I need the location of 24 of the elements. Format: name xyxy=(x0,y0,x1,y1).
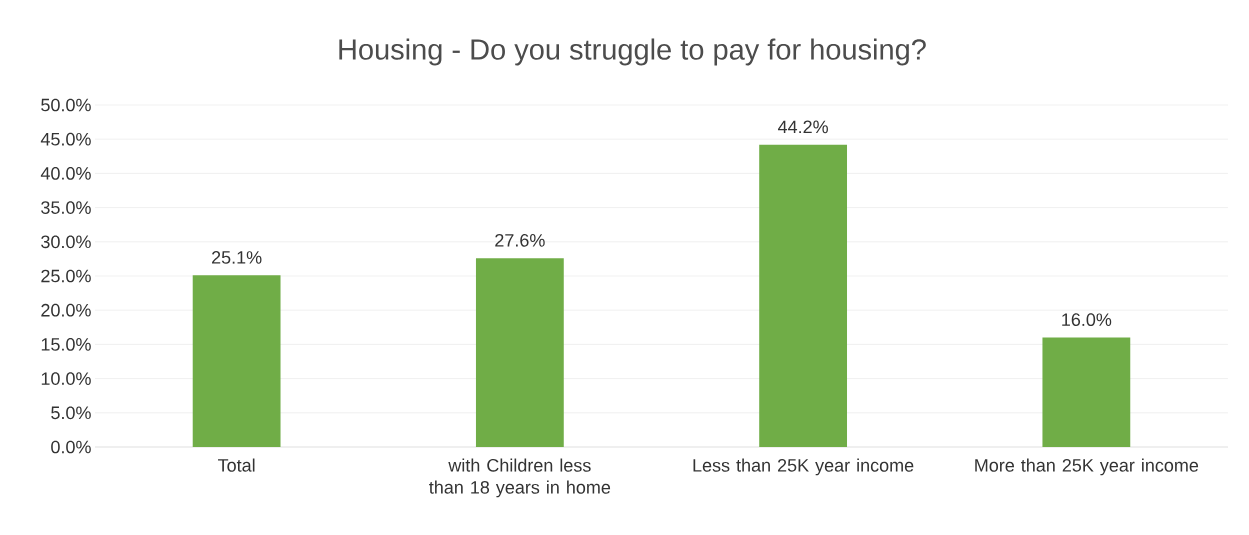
data-label: 27.6% xyxy=(495,233,545,247)
x-tick-label: Less than 25K year income xyxy=(693,458,914,476)
y-tick-label: 30.0% xyxy=(41,235,91,249)
y-tick-label: 0.0% xyxy=(51,440,91,454)
x-tick-label: More than 25K year income xyxy=(975,458,1199,476)
x-tick-label: with Children less than 18 years in home xyxy=(429,458,611,498)
chart-title: Housing - Do you struggle to pay for housing? xyxy=(339,38,926,66)
x-tick-label: Total xyxy=(218,458,255,472)
y-tick-label: 5.0% xyxy=(51,406,91,420)
y-tick-label: 45.0% xyxy=(40,132,91,146)
y-tick-label: 35.0% xyxy=(41,201,91,214)
y-tick-label: 15.0% xyxy=(41,338,91,351)
data-label: 16.0% xyxy=(1062,313,1112,327)
data-label: 25.1% xyxy=(212,251,262,264)
data-label: 44.2% xyxy=(778,120,828,134)
bar xyxy=(192,275,281,447)
bar xyxy=(759,144,848,447)
bar xyxy=(1042,337,1131,447)
y-tick-label: 20.0% xyxy=(41,303,91,317)
y-tick-label: 25.0% xyxy=(41,269,91,283)
y-tick-label: 50.0% xyxy=(41,98,91,112)
bar xyxy=(475,258,564,447)
y-tick-label: 40.0% xyxy=(40,167,91,180)
y-tick-label: 10.0% xyxy=(41,372,91,385)
